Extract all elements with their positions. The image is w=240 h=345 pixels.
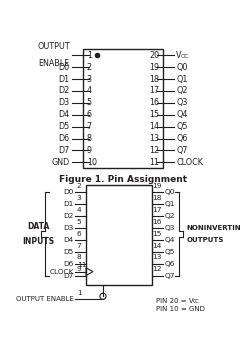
Text: D4: D4 [63, 237, 74, 243]
Text: Q2: Q2 [165, 213, 175, 219]
Text: 11: 11 [77, 262, 86, 268]
Text: 11: 11 [149, 158, 159, 167]
Text: Q0: Q0 [165, 189, 175, 195]
Text: OUTPUT ENABLE: OUTPUT ENABLE [16, 296, 74, 302]
Text: Q3: Q3 [176, 98, 187, 107]
Text: Q4: Q4 [165, 237, 175, 243]
Text: D5: D5 [59, 122, 70, 131]
Text: Q7: Q7 [176, 146, 188, 155]
Text: 16: 16 [149, 98, 159, 107]
Text: 10: 10 [87, 158, 97, 167]
Text: CLOCK: CLOCK [176, 158, 203, 167]
Text: V: V [176, 51, 182, 60]
Text: 14: 14 [149, 122, 159, 131]
Text: ENABLE: ENABLE [39, 59, 70, 68]
Text: GND: GND [52, 158, 70, 167]
Text: 6: 6 [77, 230, 81, 237]
Text: D1: D1 [59, 75, 70, 83]
Text: 17: 17 [149, 87, 159, 96]
Text: 8: 8 [87, 134, 92, 143]
Text: 6: 6 [87, 110, 92, 119]
Text: 7: 7 [77, 243, 82, 248]
Text: 5: 5 [77, 219, 81, 225]
Text: 14: 14 [152, 243, 162, 248]
Text: 13: 13 [152, 255, 162, 260]
Text: 7: 7 [87, 122, 92, 131]
Text: Q5: Q5 [176, 122, 188, 131]
Text: 3: 3 [87, 75, 92, 83]
Text: PIN 10 = GND: PIN 10 = GND [156, 306, 205, 312]
Text: 8: 8 [77, 255, 82, 260]
Text: Q6: Q6 [176, 134, 187, 143]
Text: 20: 20 [149, 51, 159, 60]
Text: Q4: Q4 [176, 110, 187, 119]
Text: Figure 1. Pin Assignment: Figure 1. Pin Assignment [59, 175, 187, 184]
Text: 2: 2 [87, 63, 92, 72]
Text: 12: 12 [152, 266, 162, 273]
Text: 18: 18 [149, 75, 159, 83]
Text: D7: D7 [59, 146, 70, 155]
Bar [86, 185, 152, 286]
Text: 16: 16 [152, 219, 162, 225]
Text: Q5: Q5 [165, 249, 175, 255]
Text: 1: 1 [77, 290, 82, 296]
Text: Q3: Q3 [165, 225, 175, 231]
Text: D4: D4 [59, 110, 70, 119]
Text: 19: 19 [152, 183, 162, 189]
Text: CC: CC [181, 54, 189, 59]
Text: D0: D0 [63, 189, 74, 195]
Text: 4: 4 [77, 207, 81, 213]
Text: D3: D3 [59, 98, 70, 107]
Text: 17: 17 [152, 207, 162, 213]
Text: NONINVERTING: NONINVERTING [186, 225, 240, 231]
Text: 5: 5 [87, 98, 92, 107]
Text: 13: 13 [149, 134, 159, 143]
Text: 19: 19 [149, 63, 159, 72]
Text: D5: D5 [63, 249, 74, 255]
Text: CLOCK: CLOCK [49, 269, 74, 275]
Text: D0: D0 [59, 63, 70, 72]
Text: Q0: Q0 [176, 63, 187, 72]
Text: 2: 2 [77, 183, 82, 189]
Text: D6: D6 [59, 134, 70, 143]
Bar [83, 49, 163, 168]
Text: 9: 9 [87, 146, 92, 155]
Text: OUTPUT: OUTPUT [37, 42, 70, 51]
Text: D2: D2 [59, 87, 70, 96]
Text: D2: D2 [63, 213, 74, 219]
Text: INPUTS: INPUTS [22, 237, 54, 246]
Text: Q6: Q6 [165, 261, 175, 267]
Text: 15: 15 [152, 230, 162, 237]
Text: 1: 1 [87, 51, 92, 60]
Text: D7: D7 [63, 273, 74, 279]
Text: OUTPUTS: OUTPUTS [186, 237, 223, 243]
Text: 9: 9 [77, 266, 82, 273]
Text: PIN 20 = V: PIN 20 = V [156, 298, 194, 304]
Text: Q1: Q1 [165, 201, 175, 207]
Text: 15: 15 [149, 110, 159, 119]
Text: Q2: Q2 [176, 87, 188, 96]
Text: D1: D1 [63, 201, 74, 207]
Text: D6: D6 [63, 261, 74, 267]
Text: D3: D3 [63, 225, 74, 231]
Text: DATA: DATA [27, 222, 49, 231]
Text: 12: 12 [149, 146, 159, 155]
Text: Q1: Q1 [176, 75, 187, 83]
Text: Q7: Q7 [165, 273, 175, 279]
Text: CC: CC [193, 299, 200, 304]
Text: 18: 18 [152, 195, 162, 201]
Text: 4: 4 [87, 87, 92, 96]
Text: 3: 3 [77, 195, 81, 201]
